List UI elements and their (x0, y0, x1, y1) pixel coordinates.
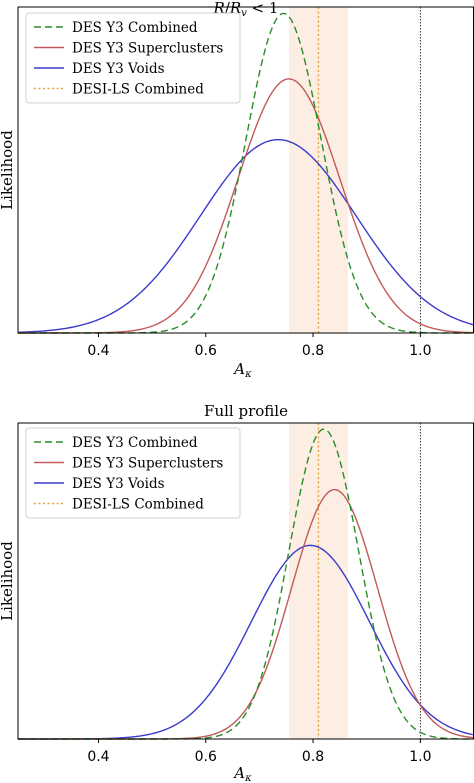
x-ticks: 0.4 0.6 0.8 1.0 (87, 739, 431, 765)
legend-label: DES Y3 Superclusters (72, 41, 223, 57)
title-sub: v (241, 8, 247, 19)
x-axis-label: Aκ (232, 764, 252, 783)
series-voids-curve (17, 138, 474, 333)
y-axis-label: Likelihood (0, 541, 16, 621)
y-axis-label: Likelihood (0, 130, 16, 210)
legend: DES Y3 Combined DES Y3 Superclusters DES Y… (25, 12, 241, 104)
chart-title: Full profile (204, 402, 288, 420)
legend-label: DES Y3 Combined (72, 435, 198, 451)
x-tick-label: 0.6 (195, 343, 217, 359)
panel-top: 0.4 0.6 0.8 1.0 R/Rv < 1 Likelihood Aκ DES … (0, 0, 474, 380)
x-axis-label: Aκ (232, 360, 252, 380)
x-label-sub: κ (244, 369, 252, 380)
x-tick-label: 0.8 (302, 749, 324, 765)
legend: DES Y3 Combined DES Y3 Superclusters DES Y… (25, 427, 241, 519)
series-superclusters-curve (18, 78, 474, 334)
x-tick-label: 0.4 (87, 343, 109, 359)
legend-box (25, 12, 241, 104)
title-slash: / (225, 0, 231, 17)
title-rest: < 1 (247, 0, 279, 17)
legend-label: DESI-LS Combined (72, 497, 204, 513)
legend-label: DES Y3 Superclusters (72, 456, 223, 472)
series-combined-curve (18, 12, 474, 334)
x-tick-label: 1.0 (409, 343, 431, 359)
x-label-main: A (232, 360, 245, 378)
x-tick-label: 0.4 (87, 749, 109, 765)
legend-label: DESI-LS Combined (72, 82, 204, 98)
x-label-sub: κ (244, 773, 252, 783)
panel-bottom: 0.4 0.6 0.8 1.0 Full profile Likelihood Aκ … (0, 402, 474, 783)
x-tick-label: 0.8 (302, 343, 324, 359)
series-superclusters-curve (18, 488, 474, 740)
x-label-main: A (232, 764, 245, 782)
legend-label: DES Y3 Combined (72, 20, 198, 36)
legend-label: DES Y3 Voids (72, 476, 165, 492)
x-tick-label: 1.0 (409, 749, 431, 765)
legend-label: DES Y3 Voids (72, 61, 165, 77)
x-ticks: 0.4 0.6 0.8 1.0 (87, 333, 431, 359)
legend-box (25, 427, 241, 519)
x-tick-label: 0.6 (195, 749, 217, 765)
series-combined-curve (18, 428, 474, 740)
